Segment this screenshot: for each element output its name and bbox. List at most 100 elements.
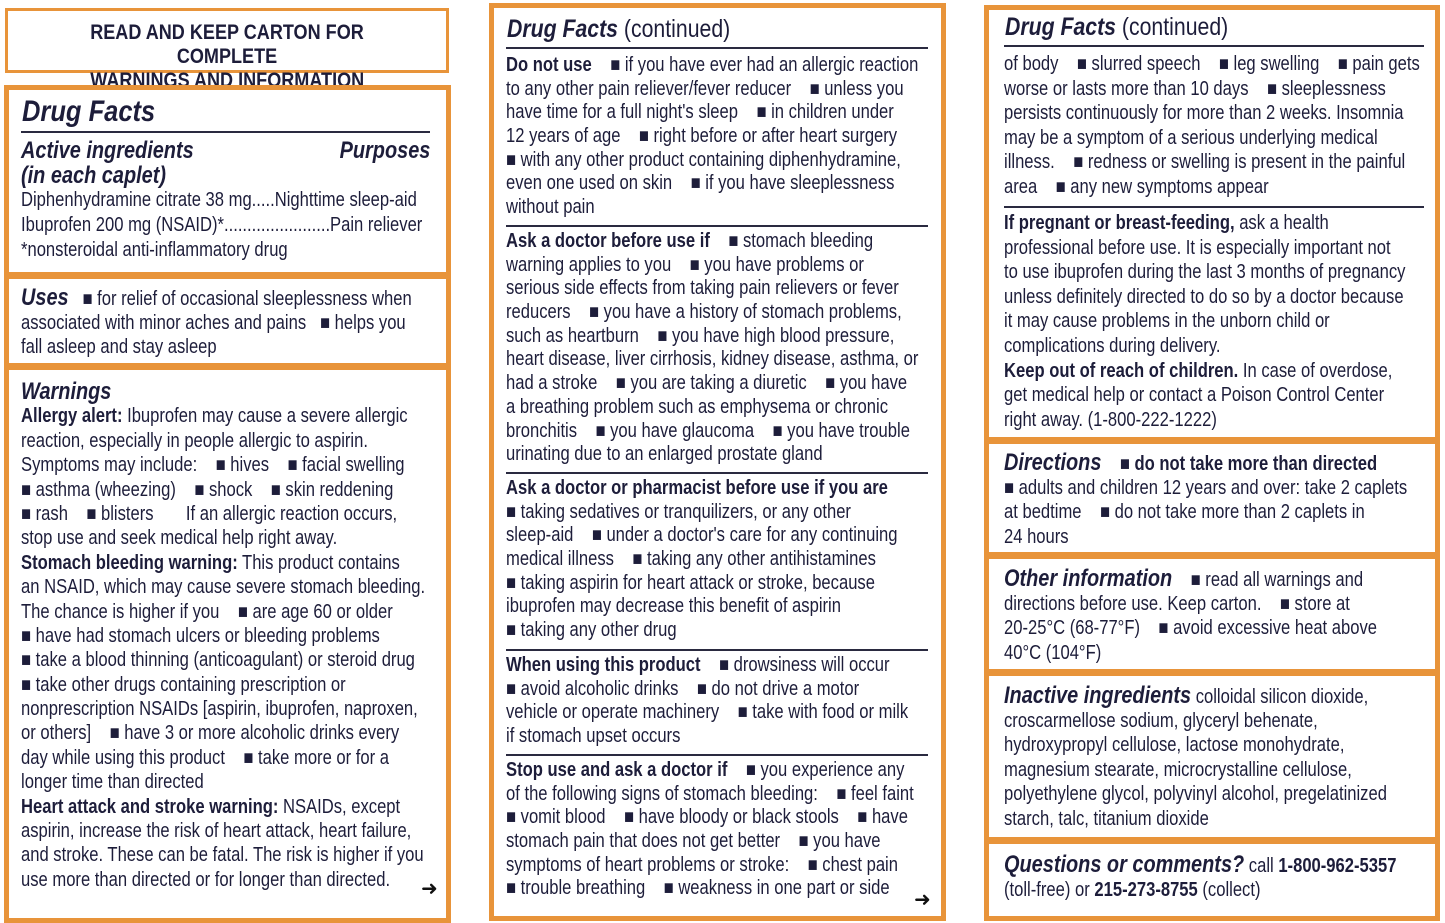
title-suffix: (continued) [623,15,731,43]
line-content: ■ rash ■ blisters If an allergic reactio… [21,502,397,526]
text-line: if stomach upset occurs [506,725,928,749]
text-line: vehicle or operate machinery ■ take with… [506,701,928,725]
section-rule [506,649,928,651]
continue-arrow-icon: ➜ [914,889,931,911]
body-text: The chance is higher if you ■ are age 60… [21,600,393,623]
title-rule [21,131,430,133]
text-line: Ask a doctor before use if ■ stomach ble… [506,230,928,254]
section-divider [984,437,1440,444]
body-text: professional before use. It is especiall… [1004,236,1391,259]
text-line: and stroke. These can be fatal. The risk… [21,843,431,867]
body-text: ■ for relief of occasional sleeplessness… [68,288,412,310]
line-content: worse or lasts more than 10 days ■ sleep… [1004,77,1386,102]
line-content: warning applies to you ■ you have proble… [506,254,864,278]
text-line: Allergy alert: Ibuprofen may cause a sev… [21,404,431,428]
text-line: Uses ■ for relief of occasional sleeples… [21,285,426,311]
body-text: worse or lasts more than 10 days ■ sleep… [1004,77,1386,100]
section-heading: Warnings [21,378,112,405]
text-line: reaction, especially in people allergic … [21,429,431,453]
line-content: Questions or comments? call 1-800-962-53… [1004,852,1396,879]
line-content: or others] ■ have 3 or more alcoholic dr… [21,721,399,745]
text-line: urinating due to an enlarged prostate gl… [506,443,928,467]
bold-lead-text: Keep out of reach of children. [1004,359,1239,382]
line-content: if stomach upset occurs [506,725,680,749]
body-text: 24 hours [1004,525,1069,548]
bold-lead-text: 215-273-8755 [1094,878,1198,901]
line-content: right away. (1-800-222-1222) [1004,408,1217,433]
ask-doctor-section: Ask a doctor before use if ■ stomach ble… [506,230,928,467]
warnings-section: Warnings Allergy alert: Ibuprofen may cau… [21,378,431,892]
text-line: ■ rash ■ blisters If an allergic reactio… [21,502,431,526]
line-content: ■ asthma (wheezing) ■ shock ■ skin redde… [21,478,393,502]
text-line: had a stroke ■ you are taking a diuretic… [506,372,928,396]
section-rule [506,754,928,756]
line-content: starch, talc, titanium dioxide [1004,807,1209,832]
line-content: 40°C (104°F) [1004,641,1101,666]
text-line: persists continuously for more than 2 we… [1004,101,1424,126]
body-text: Ibuprofen may cause a severe allergic [122,405,408,428]
line-content: vehicle or operate machinery ■ take with… [506,701,908,725]
purposes-heading: Purposes [339,137,430,164]
body-text: have time for a full night's sleep ■ in … [506,101,894,124]
body-text: day while using this product ■ take more… [21,746,390,769]
line-content: Allergy alert: Ibuprofen may cause a sev… [21,404,408,428]
text-line: magnesium stearate, microcrystalline cel… [1004,758,1424,783]
body-text: ■ drowsiness will occur [700,654,890,676]
line-content: it may cause problems in the unborn chil… [1004,309,1330,334]
body-text: ■ have had stomach ulcers or bleeding pr… [21,624,380,647]
text-line: warning applies to you ■ you have proble… [506,254,928,278]
text-line: use more than directed or for longer tha… [21,868,431,892]
line-content: area ■ any new symptoms appear [1004,175,1269,200]
text-line: (in each caplet) [21,163,430,188]
section-heading: Active ingredients [21,137,194,164]
text-line: without pain [506,196,928,220]
body-text: medical illness ■ taking any other antih… [506,548,876,571]
continue-arrow-icon: ➜ [421,878,438,900]
line-content: ■ trouble breathing ■ weakness in one pa… [506,877,890,901]
bold-lead-text: Do not use [506,54,592,76]
body-text: get medical help or contact a Poison Con… [1004,384,1385,407]
line-content: even one used on skin ■ if you have slee… [506,172,894,196]
line-content: urinating due to an enlarged prostate gl… [506,443,823,467]
body-text: heart disease, liver cirrhosis, kidney d… [506,348,919,371]
text-line: 20-25°C (68-77°F) ■ avoid excessive heat… [1004,616,1424,641]
text-line: croscarmellose sodium, glyceryl behenate… [1004,709,1424,734]
text-line: right away. (1-800-222-1222) [1004,408,1424,433]
line-content: Directions ■ do not take more than direc… [1004,450,1377,477]
line-content: may be a symptom of a serious underlying… [1004,126,1378,151]
body-text: bronchitis ■ you have glaucoma ■ you hav… [506,419,910,442]
line-content: get medical help or contact a Poison Con… [1004,383,1384,408]
line-content: to any other pain reliever/fever reducer… [506,78,904,102]
line-content: ■ adults and children 12 years and over:… [1004,476,1407,501]
text-line: worse or lasts more than 10 days ■ sleep… [1004,77,1424,102]
line-content: Other information ■ read all warnings an… [1004,566,1363,593]
text-line: at bedtime ■ do not take more than 2 cap… [1004,500,1424,525]
body-text: ask a health [1234,212,1329,234]
line-content: croscarmellose sodium, glyceryl behenate… [1004,709,1318,734]
text-line: Ask a doctor or pharmacist before use if… [506,477,928,501]
line-content: stop use and seek medical help right awa… [21,526,337,550]
text-line: Stomach bleeding warning: This product c… [21,551,431,575]
text-line: ■ take other drugs containing prescripti… [21,673,431,697]
body-text: symptoms of heart problems or stroke: ■ … [506,853,898,876]
text-line: get medical help or contact a Poison Con… [1004,383,1424,408]
drug-facts-panel-3 [984,5,1440,921]
body-text: vehicle or operate machinery ■ take with… [506,701,909,724]
body-text: Ibuprofen 200 mg (NSAID)*...............… [21,214,423,236]
body-text: aspirin, increase the risk of heart atta… [21,820,412,843]
line-content: nonprescription NSAIDs [aspirin, ibuprof… [21,697,418,721]
pregnancy-section: If pregnant or breast-feeding, ask a hea… [1004,211,1424,432]
body-text: NSAIDs, except [278,795,401,818]
text-line: hydroxypropyl cellulose, lactose monohyd… [1004,733,1424,758]
bold-lead-text: Stomach bleeding warning: [21,551,238,574]
body-text: unless definitely directed to do so by a… [1004,285,1404,308]
line-content: Heart attack and stroke warning: NSAIDs,… [21,795,400,819]
section-rule [506,472,928,474]
text-line: starch, talc, titanium dioxide [1004,807,1424,832]
other-information-section: Other information ■ read all warnings an… [1004,566,1424,666]
text-line: associated with minor aches and pains ■ … [21,311,426,336]
title-suffix: (continued) [1121,13,1229,41]
bold-lead-text: If pregnant or breast-feeding, [1004,212,1235,234]
line-content: Active ingredients [21,138,194,165]
line-content: serious side effects from taking pain re… [506,277,899,301]
